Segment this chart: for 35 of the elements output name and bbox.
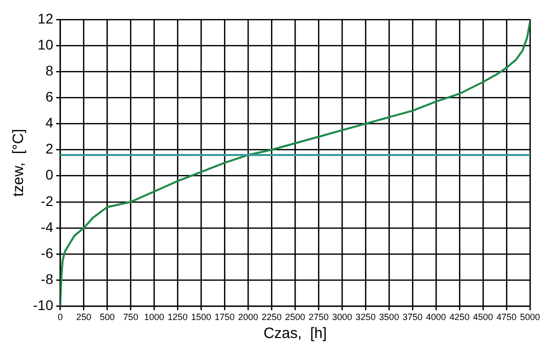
x-tick-label: 1250 [168,312,188,322]
y-tick-label: 0 [45,166,54,183]
x-tick-label: 4500 [473,312,494,322]
x-tick-label: 2250 [262,312,282,322]
x-tick-label: 0 [58,312,63,322]
x-tick-label: 250 [76,312,92,322]
x-tick-label: 750 [123,312,138,322]
y-tick-label: -4 [40,218,54,235]
y-tick-label: 4 [45,114,54,131]
x-tick-label: 1500 [191,312,212,322]
x-axis-title: Czas, [h] [263,325,327,342]
x-tick-label: 5000 [520,312,540,322]
y-tick-label: -8 [40,270,54,287]
y-tick-label: 10 [38,36,54,52]
x-tick-label: 4000 [426,312,446,322]
y-tick-label: 2 [45,140,54,157]
y-tick-label: -6 [40,244,54,261]
y-tick-label: -10 [33,297,54,314]
x-tick-label: 4750 [496,312,517,322]
x-tick-label: 3500 [379,312,400,322]
x-tick-label: 3000 [332,312,352,322]
y-tick-label: 12 [38,10,54,26]
x-tick-label: 2750 [308,312,329,322]
y-tick-label: 6 [45,88,54,104]
x-tick-label: 1000 [144,312,164,322]
x-tick-label: 500 [100,312,115,322]
x-tick-label: 2000 [238,312,258,322]
x-tick-label: 1750 [214,312,235,322]
x-tick-label: 3750 [402,312,423,322]
y-tick-label: -2 [40,192,54,209]
x-tick-label: 4250 [450,312,470,322]
y-axis-title: tzew, [°C] [10,128,28,197]
x-tick-label: 2500 [285,312,306,322]
y-tick-label: 8 [45,62,54,78]
x-tick-label: 3250 [356,312,376,322]
